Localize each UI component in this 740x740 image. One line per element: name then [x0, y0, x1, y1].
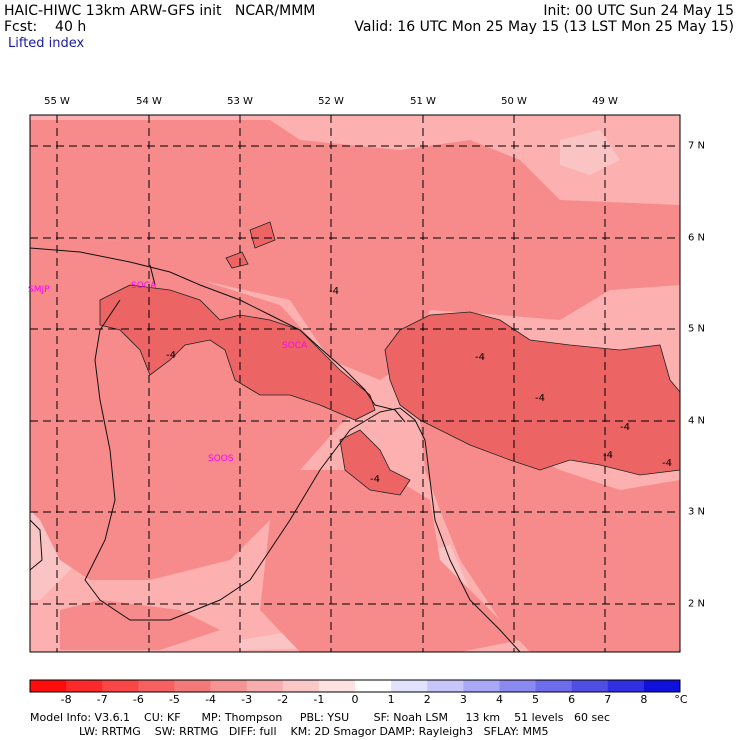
- init-time: Init: 00 UTC Sun 24 May 15: [543, 3, 734, 19]
- colorbar-label: -8: [60, 693, 72, 706]
- colorbar-label: -1: [313, 693, 325, 706]
- colorbar-segment: [499, 680, 537, 692]
- french-guiana-border: [379, 407, 521, 653]
- contour-label: -4: [662, 458, 672, 469]
- colorbar-label: 7: [604, 693, 612, 706]
- colorbar-segment: [138, 680, 175, 692]
- lon-label: 53 W: [227, 96, 253, 107]
- colorbar-segment: [427, 680, 464, 692]
- lat-label: 4 N: [688, 415, 706, 427]
- lon-label: 50 W: [501, 96, 527, 107]
- colorbar-label: -4: [205, 693, 217, 706]
- station-label: SOCA: [282, 341, 308, 351]
- colorbar-segment: [102, 680, 139, 692]
- colorbar-segment: [535, 680, 573, 692]
- colorbar-label: 0: [351, 693, 359, 706]
- colorbar-label: 1: [387, 693, 395, 706]
- valid-time: Valid: 16 UTC Mon 25 May 15 (13 LST Mon …: [354, 19, 734, 35]
- station-label: SOOS: [208, 454, 234, 464]
- dark-negative-regions: [99, 221, 681, 496]
- contour-label: -4: [475, 352, 485, 363]
- station-label: SOCA: [131, 281, 157, 291]
- colorbar: [30, 680, 681, 692]
- contour-label: -4: [603, 450, 613, 461]
- borders: [29, 247, 521, 653]
- colorbar-segment: [246, 680, 284, 692]
- lat-label: 7 N: [688, 140, 706, 152]
- colorbar-segment: [318, 680, 356, 692]
- colorbar-segment: [174, 680, 212, 692]
- lon-label: 49 W: [592, 96, 618, 107]
- colorbar-segment: [571, 680, 609, 692]
- contour-label: -4: [535, 393, 545, 404]
- colorbar-segment: [282, 680, 320, 692]
- forecast-hour: Fcst: 40 h: [4, 19, 87, 35]
- lon-label: 51 W: [410, 96, 436, 107]
- colorbar-unit: °C: [674, 693, 688, 706]
- guyana-border: [29, 519, 43, 571]
- lat-label: 3 N: [688, 506, 706, 518]
- colorbar-segment: [643, 680, 681, 692]
- model-title: HAIC-HIWC 13km ARW-GFS init NCAR/MMM: [4, 3, 316, 19]
- coastline: [29, 247, 406, 423]
- colorbar-segment: [391, 680, 428, 692]
- contour-label: -4: [166, 350, 176, 361]
- colorbar-label: 8: [640, 693, 648, 706]
- colorbar-segment: [355, 680, 392, 692]
- colorbar-label: 6: [568, 693, 576, 706]
- colorbar-label: 2: [423, 693, 431, 706]
- contour-label: -4: [620, 422, 630, 433]
- model-info-line-1: Model Info: V3.6.1 CU: KF MP: Thompson P…: [30, 711, 610, 724]
- colorbar-label: -3: [241, 693, 253, 706]
- map-frame: [29, 114, 681, 653]
- colorbar-label: 4: [495, 693, 503, 706]
- lat-label: 6 N: [688, 232, 706, 244]
- lon-label: 54 W: [136, 96, 162, 107]
- station-label: SMJP: [28, 285, 50, 295]
- colorbar-label: -6: [132, 693, 144, 706]
- model-info-line-2: LW: RRTMG SW: RRTMG DIFF: full KM: 2D Sm…: [30, 725, 549, 738]
- colorbar-segment: [66, 680, 103, 692]
- graticule: [30, 115, 680, 652]
- colorbar-segment: [463, 680, 500, 692]
- colorbar-label: -2: [277, 693, 289, 706]
- contour-label: -4: [370, 474, 380, 485]
- lat-label: 2 N: [688, 598, 706, 610]
- contour-label: -4: [329, 286, 339, 297]
- lat-label: 5 N: [688, 323, 706, 335]
- colorbar-label: -7: [96, 693, 108, 706]
- colorbar-segment: [30, 680, 67, 692]
- colorbar-label: 3: [459, 693, 467, 706]
- colorbar-label: -5: [168, 693, 180, 706]
- field-name: Lifted index: [8, 36, 85, 51]
- suriname-border: [84, 299, 381, 621]
- lon-label: 52 W: [318, 96, 344, 107]
- colorbar-frame: [29, 679, 681, 693]
- lon-label: 55 W: [44, 96, 70, 107]
- colorbar-segment: [210, 680, 248, 692]
- colorbar-segment: [607, 680, 645, 692]
- colorbar-label: 5: [532, 693, 540, 706]
